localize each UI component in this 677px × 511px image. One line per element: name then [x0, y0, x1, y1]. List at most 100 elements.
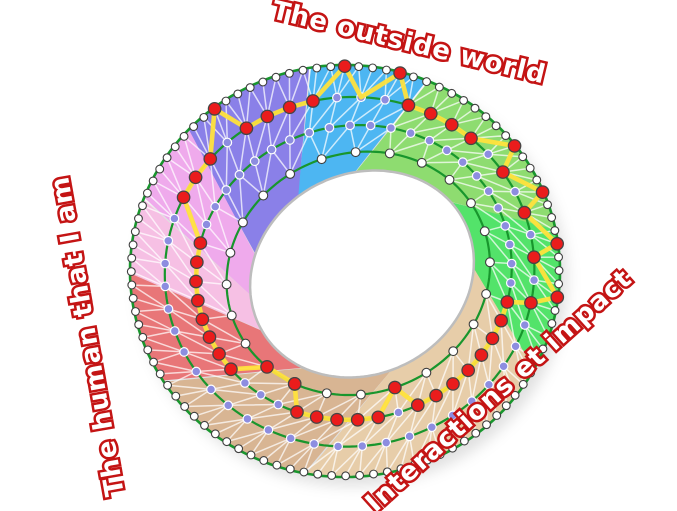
selected-level-node[interactable] [203, 152, 218, 166]
outer-ring-node[interactable] [312, 63, 322, 73]
selected-level-node[interactable] [239, 121, 254, 136]
outer-ring-node[interactable] [326, 62, 336, 72]
mid-ring-3-node[interactable] [206, 384, 216, 395]
outer-ring-node[interactable] [155, 369, 165, 379]
outer-ring-node[interactable] [532, 356, 542, 366]
selected-level-node[interactable] [287, 377, 302, 391]
inner-ring-node[interactable] [466, 198, 476, 209]
selected-level-node[interactable] [337, 59, 352, 74]
outer-ring-node[interactable] [131, 307, 140, 316]
outer-ring-node[interactable] [130, 227, 140, 237]
mid-ring-2-node[interactable] [210, 201, 221, 212]
outer-ring-node[interactable] [341, 471, 351, 481]
mid-ring-3-node[interactable] [529, 275, 539, 285]
mid-ring-2-node[interactable] [386, 123, 396, 133]
outer-ring-node[interactable] [526, 368, 536, 378]
inner-ring-node[interactable] [240, 338, 251, 349]
selected-level-node[interactable] [176, 190, 191, 205]
mid-ring-3-node[interactable] [447, 410, 458, 421]
outer-ring-node[interactable] [448, 443, 457, 453]
outer-ring-node[interactable] [155, 164, 165, 174]
selected-level-node[interactable] [282, 100, 297, 115]
outer-ring-node[interactable] [134, 214, 143, 223]
mid-ring-2-node[interactable] [424, 135, 435, 146]
outer-ring-node[interactable] [298, 65, 308, 75]
outer-ring-node[interactable] [550, 306, 560, 315]
selected-level-node[interactable] [309, 410, 324, 424]
mid-ring-3-node[interactable] [380, 94, 390, 105]
mid-ring-2-node[interactable] [505, 278, 516, 288]
mid-ring-2-node[interactable] [500, 220, 511, 231]
outer-ring-node[interactable] [382, 467, 392, 477]
mid-ring-3-node[interactable] [510, 186, 520, 197]
mid-ring-3-node[interactable] [309, 438, 320, 449]
outer-ring-node[interactable] [170, 142, 180, 152]
selected-level-node[interactable] [429, 388, 443, 403]
selected-level-node[interactable] [500, 295, 515, 309]
selected-level-node[interactable] [444, 117, 459, 132]
inner-ring-node[interactable] [355, 389, 366, 400]
outer-ring-node[interactable] [470, 103, 480, 113]
outer-ring-node[interactable] [189, 411, 199, 421]
outer-ring-node[interactable] [550, 226, 560, 235]
inner-ring-node[interactable] [421, 367, 432, 378]
inner-ring-node[interactable] [481, 289, 492, 299]
outer-ring-node[interactable] [149, 357, 159, 367]
outer-ring-node[interactable] [434, 82, 444, 92]
outer-ring-node[interactable] [148, 176, 158, 186]
outer-ring-node[interactable] [271, 72, 281, 82]
mid-ring-3-node[interactable] [242, 414, 253, 424]
mid-ring-2-node[interactable] [324, 122, 335, 133]
mid-ring-3-node[interactable] [169, 326, 180, 336]
mid-ring-2-node[interactable] [304, 127, 315, 138]
selected-level-node[interactable] [371, 410, 386, 425]
selected-level-node[interactable] [193, 236, 208, 250]
mid-ring-3-node[interactable] [404, 431, 415, 442]
outer-ring-node[interactable] [189, 122, 199, 132]
mid-ring-3-node[interactable] [263, 425, 274, 435]
outer-ring-node[interactable] [259, 456, 269, 465]
outer-ring-node[interactable] [128, 293, 138, 303]
mid-ring-3-node[interactable] [179, 347, 190, 357]
outer-ring-node[interactable] [532, 175, 542, 185]
selected-level-node[interactable] [507, 139, 522, 153]
selected-level-node[interactable] [306, 94, 320, 108]
selected-level-node[interactable] [202, 330, 217, 345]
mid-ring-3-node[interactable] [222, 137, 233, 148]
outer-ring-node[interactable] [210, 429, 220, 439]
selected-level-node[interactable] [212, 347, 226, 361]
outer-ring-node[interactable] [547, 319, 557, 328]
mid-ring-2-node[interactable] [255, 389, 266, 400]
outer-ring-node[interactable] [554, 279, 564, 289]
outer-ring-node[interactable] [245, 83, 255, 93]
selected-level-node[interactable] [474, 348, 489, 362]
outer-ring-node[interactable] [518, 379, 528, 389]
mid-ring-2-node[interactable] [249, 156, 260, 167]
outer-ring-node[interactable] [422, 77, 432, 87]
inner-ring-node[interactable] [258, 190, 269, 201]
mid-ring-3-node[interactable] [519, 320, 530, 330]
selected-level-node[interactable] [207, 102, 222, 116]
mid-ring-3-node[interactable] [426, 422, 437, 433]
mid-ring-3-node[interactable] [357, 441, 368, 451]
outer-ring-node[interactable] [543, 200, 552, 210]
outer-ring-node[interactable] [459, 436, 469, 446]
outer-ring-node[interactable] [510, 390, 520, 400]
outer-ring-node[interactable] [142, 188, 152, 198]
outer-ring-node[interactable] [409, 460, 419, 470]
selected-level-node[interactable] [461, 363, 476, 378]
mid-ring-2-node[interactable] [493, 203, 504, 213]
outer-ring-node[interactable] [180, 402, 190, 411]
outer-ring-node[interactable] [128, 240, 138, 250]
outer-ring-node[interactable] [355, 470, 365, 480]
selected-level-node[interactable] [195, 312, 210, 327]
selected-level-node[interactable] [494, 313, 508, 328]
outer-ring-node[interactable] [163, 380, 173, 390]
inner-ring-node[interactable] [221, 279, 232, 290]
outer-ring-node[interactable] [538, 344, 548, 354]
outer-ring-node[interactable] [200, 420, 209, 430]
inner-ring-node[interactable] [479, 226, 490, 237]
mid-ring-3-node[interactable] [163, 235, 174, 246]
mid-ring-2-node[interactable] [393, 407, 404, 418]
outer-ring-node[interactable] [162, 153, 172, 163]
